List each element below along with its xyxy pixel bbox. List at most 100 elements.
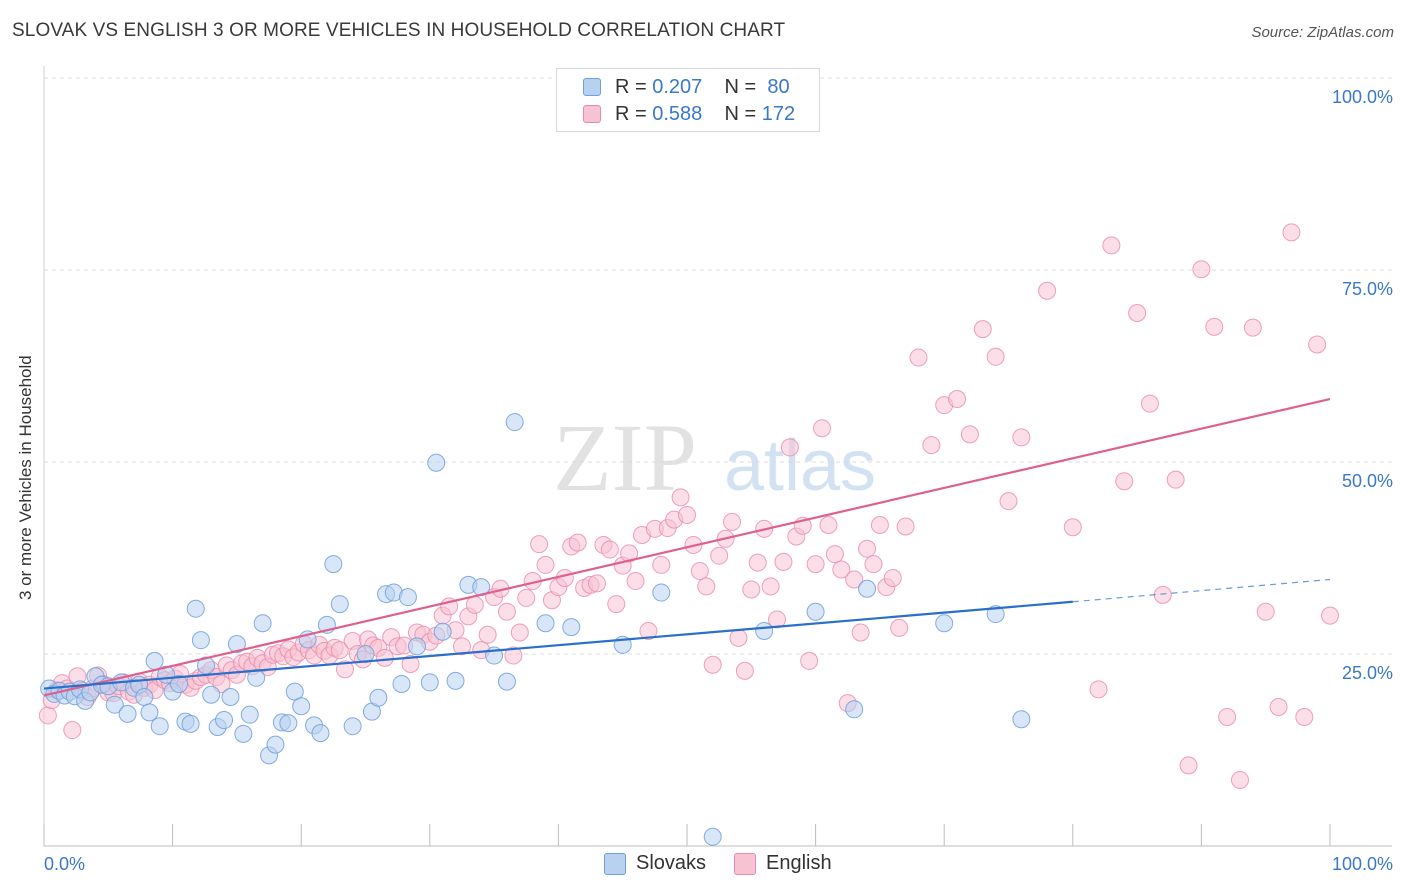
chart-title: SLOVAK VS ENGLISH 3 OR MORE VEHICLES IN … (12, 20, 786, 41)
legend-r-value: 0.207 (652, 75, 703, 98)
legend-label-slovaks: Slovaks (636, 852, 707, 874)
point-english (620, 544, 639, 563)
trend-line-english (43, 397, 1331, 697)
point-english (1192, 260, 1211, 279)
point-slovaks (845, 700, 864, 719)
point-slovaks (446, 671, 465, 690)
point-english (1295, 707, 1314, 726)
point-english (330, 641, 349, 660)
point-slovaks (105, 695, 124, 714)
point-english (761, 577, 780, 596)
point-slovaks (253, 614, 272, 633)
point-english (1321, 606, 1339, 625)
point-english (1256, 602, 1275, 621)
point-english (922, 436, 941, 455)
point-slovaks (234, 724, 253, 743)
point-slovaks (343, 717, 362, 736)
point-english (845, 570, 864, 589)
point-english (1230, 770, 1249, 789)
point-english (825, 545, 844, 564)
point-english (1269, 697, 1288, 716)
point-english (1243, 318, 1262, 337)
point-english (806, 555, 825, 574)
point-english (960, 425, 979, 444)
x-tick-label: 0.0% (44, 854, 85, 874)
point-english (1012, 428, 1031, 447)
point-english (735, 661, 754, 680)
legend-item-slovaks[interactable]: Slovaks (604, 852, 706, 875)
point-english (530, 535, 549, 554)
point-slovaks (247, 668, 266, 687)
y-tick-label: 100.0% (1332, 87, 1393, 107)
point-english (678, 505, 696, 524)
point-slovaks (221, 688, 240, 707)
point-english (973, 320, 992, 339)
legend-item-english[interactable]: English (734, 852, 832, 875)
y-tick-label: 50.0% (1342, 471, 1393, 491)
point-slovaks (806, 602, 825, 621)
legend-label-english: English (766, 852, 832, 874)
trend-line-slovaks (43, 600, 1073, 690)
point-slovaks (292, 697, 311, 716)
point-english (478, 625, 497, 644)
point-english (813, 419, 832, 438)
point-english (748, 553, 767, 572)
point-slovaks (398, 588, 417, 607)
x-tick-label: 100.0% (1332, 854, 1393, 874)
point-english (832, 560, 851, 579)
correlation-legend: R = 0.207 N = 80 R = 0.588 N = 172 (556, 68, 820, 132)
legend-swatch-slovaks (583, 78, 601, 96)
point-english (780, 438, 799, 457)
point-english (729, 628, 748, 647)
point-slovaks (703, 827, 722, 846)
legend-n-label: N = (724, 102, 757, 125)
point-english (1115, 472, 1134, 491)
point-slovaks (369, 688, 388, 707)
point-english (723, 512, 742, 531)
point-english (1128, 304, 1147, 323)
point-slovaks (324, 555, 343, 574)
point-slovaks (330, 595, 349, 614)
point-slovaks (858, 579, 877, 598)
point-english (870, 515, 889, 534)
point-english (335, 660, 354, 679)
point-slovaks (392, 674, 411, 693)
point-slovaks (433, 622, 452, 641)
legend-n-value: 172 (761, 102, 796, 125)
point-english (607, 595, 626, 614)
point-english (1166, 470, 1185, 489)
point-english (690, 562, 709, 581)
point-english (774, 552, 793, 571)
point-english (1282, 223, 1301, 242)
point-slovaks (562, 618, 581, 637)
source-label: Source: ZipAtlas.com (1251, 24, 1394, 41)
point-english (800, 651, 819, 670)
point-slovaks (986, 605, 1005, 624)
point-english (671, 488, 690, 507)
point-slovaks (215, 711, 234, 730)
point-slovaks (191, 631, 210, 650)
point-english (1153, 585, 1172, 604)
series-slovaks-points (40, 413, 1031, 846)
series-legend: Slovaks English (604, 852, 860, 875)
point-slovaks (935, 614, 954, 633)
point-english (452, 637, 471, 656)
point-english (652, 555, 671, 574)
point-slovaks (135, 688, 154, 707)
point-slovaks (186, 599, 205, 618)
point-english (504, 646, 523, 665)
trend-line-slovaks-extension (1072, 578, 1331, 603)
legend-r-value: 0.588 (652, 102, 703, 125)
point-slovaks (497, 672, 516, 691)
point-english (999, 492, 1018, 511)
point-english (1205, 317, 1224, 336)
tick-labels: 25.0% 50.0% 75.0% 100.0% 0.0% 100.0% (44, 87, 1393, 874)
point-slovaks (181, 714, 200, 733)
point-english (948, 390, 967, 409)
point-english (890, 618, 909, 637)
point-slovaks (150, 717, 169, 736)
point-english (883, 568, 902, 587)
point-english (517, 588, 536, 607)
point-english (600, 540, 619, 559)
